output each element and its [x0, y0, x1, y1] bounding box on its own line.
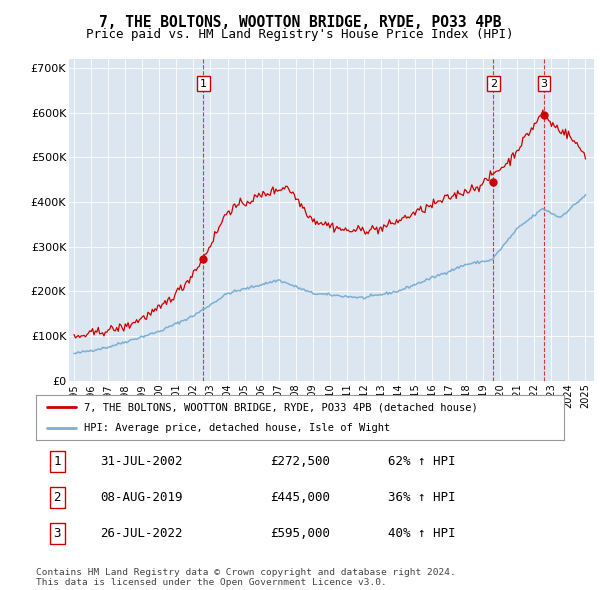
Text: HPI: Average price, detached house, Isle of Wight: HPI: Average price, detached house, Isle… [83, 422, 390, 432]
Text: 40% ↑ HPI: 40% ↑ HPI [388, 527, 455, 540]
Text: 26-JUL-2022: 26-JUL-2022 [100, 527, 183, 540]
Text: 62% ↑ HPI: 62% ↑ HPI [388, 455, 455, 468]
Text: 3: 3 [53, 527, 61, 540]
Text: 3: 3 [541, 78, 548, 88]
Text: 1: 1 [200, 78, 207, 88]
Text: £445,000: £445,000 [270, 491, 330, 504]
Text: £272,500: £272,500 [270, 455, 330, 468]
Text: 08-AUG-2019: 08-AUG-2019 [100, 491, 183, 504]
Text: £595,000: £595,000 [270, 527, 330, 540]
Text: 1: 1 [53, 455, 61, 468]
Text: 36% ↑ HPI: 36% ↑ HPI [388, 491, 455, 504]
Text: 7, THE BOLTONS, WOOTTON BRIDGE, RYDE, PO33 4PB (detached house): 7, THE BOLTONS, WOOTTON BRIDGE, RYDE, PO… [83, 402, 477, 412]
Text: 31-JUL-2002: 31-JUL-2002 [100, 455, 183, 468]
Text: Contains HM Land Registry data © Crown copyright and database right 2024.
This d: Contains HM Land Registry data © Crown c… [36, 568, 456, 587]
Text: Price paid vs. HM Land Registry's House Price Index (HPI): Price paid vs. HM Land Registry's House … [86, 28, 514, 41]
Text: 2: 2 [490, 78, 497, 88]
Text: 2: 2 [53, 491, 61, 504]
Text: 7, THE BOLTONS, WOOTTON BRIDGE, RYDE, PO33 4PB: 7, THE BOLTONS, WOOTTON BRIDGE, RYDE, PO… [99, 15, 501, 30]
